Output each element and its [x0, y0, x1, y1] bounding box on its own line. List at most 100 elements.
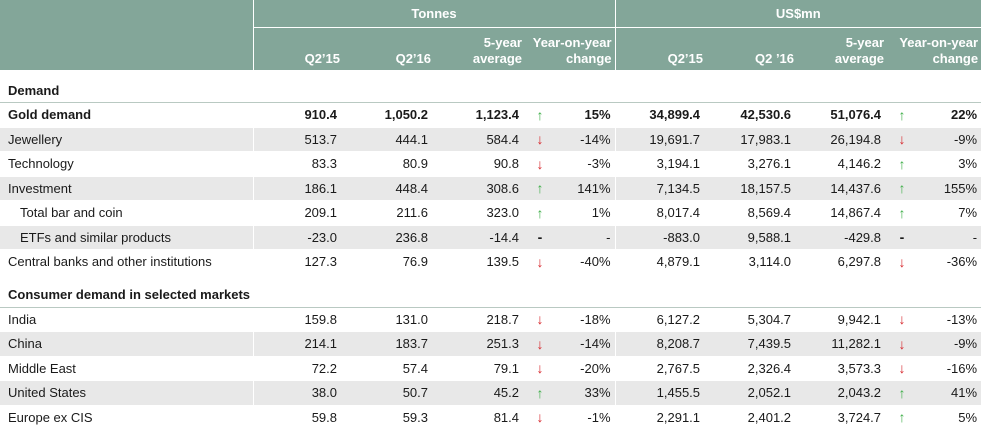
tonnes-value-cell: 214.1: [252, 331, 343, 357]
usd-value-cell: 9,942.1: [797, 307, 888, 332]
section-title: Consumer demand in selected markets: [0, 282, 981, 308]
tonnes-yoy-cell: -1%: [555, 405, 616, 430]
usd-yoy-cell: 41%: [917, 380, 981, 406]
usd-yoy-cell: -13%: [917, 307, 981, 332]
header-blank: [0, 0, 253, 28]
tonnes-value-cell: 159.8: [252, 307, 343, 332]
tonnes-value-cell: 209.1: [252, 200, 343, 226]
down-arrow-icon: ↓: [887, 127, 918, 152]
usd-value-cell: 11,282.1: [797, 331, 888, 357]
usd-value-cell: 8,017.4: [614, 200, 707, 226]
usd-yoy-cell: -36%: [917, 249, 981, 275]
tonnes-value-cell: 444.1: [343, 127, 434, 152]
row-label: Jewellery: [0, 127, 253, 152]
down-arrow-icon: ↓: [887, 249, 918, 275]
up-arrow-icon: ↑: [525, 102, 555, 128]
usd-value-cell: 4,146.2: [797, 151, 888, 177]
tonnes-yoy-cell: 33%: [555, 380, 616, 406]
usd-value-cell: 4,879.1: [614, 249, 707, 275]
usd-value-cell: 2,401.2: [706, 405, 798, 430]
tonnes-yoy-cell: 1%: [555, 200, 616, 226]
tonnes-value-cell: 38.0: [252, 380, 343, 406]
row-label: Total bar and coin: [0, 200, 253, 226]
usd-yoy-cell: -16%: [917, 356, 981, 381]
col-header-usd-5yr-avg: 5-year average: [797, 27, 888, 70]
tonnes-value-cell: 59.8: [252, 405, 343, 430]
usd-yoy-cell: -9%: [917, 127, 981, 152]
down-arrow-icon: ↓: [525, 405, 555, 430]
down-arrow-icon: ↓: [887, 356, 918, 381]
usd-value-cell: 3,573.3: [797, 356, 888, 381]
table-row: Total bar and coin 209.1 211.6 323.0 ↑ 1% 8,01…: [0, 200, 981, 226]
table-row: Jewellery 513.7 444.1 584.4 ↓ -14% 19,691.7 17,…: [0, 127, 981, 152]
tonnes-value-cell: -14.4: [434, 225, 525, 250]
table-row: Technology 83.3 80.9 90.8 ↓ -3% 3,194.1 3,276.1…: [0, 151, 981, 177]
up-arrow-icon: ↑: [887, 151, 918, 177]
tonnes-value-cell: 81.4: [434, 405, 525, 430]
gold-demand-table: Tonnes US$mn Q2’15 Q2’16 5-year average …: [0, 0, 981, 430]
row-label: India: [0, 307, 253, 332]
section-spacer: [0, 274, 981, 283]
tonnes-value-cell: 79.1: [434, 356, 525, 381]
usd-value-cell: 1,455.5: [614, 380, 707, 406]
row-label: Middle East: [0, 356, 253, 381]
usd-value-cell: 2,326.4: [706, 356, 798, 381]
usd-value-cell: 8,569.4: [706, 200, 798, 226]
table-row: China 214.1 183.7 251.3 ↓ -14% 8,208.7 7,439.5 1…: [0, 331, 981, 357]
usd-value-cell: 3,114.0: [706, 249, 798, 275]
section-header: Consumer demand in selected markets: [0, 282, 981, 308]
tonnes-value-cell: 45.2: [434, 380, 525, 406]
tonnes-value-cell: 218.7: [434, 307, 525, 332]
up-arrow-icon: ↑: [525, 176, 555, 201]
spacer-cell: [0, 70, 981, 78]
row-label: United States: [0, 380, 253, 406]
down-arrow-icon: ↓: [525, 331, 555, 357]
usd-yoy-cell: 5%: [917, 405, 981, 430]
usd-yoy-cell: -: [917, 225, 981, 250]
tonnes-value-cell: 127.3: [252, 249, 343, 275]
usd-yoy-cell: 22%: [917, 102, 981, 128]
up-arrow-icon: ↑: [887, 200, 918, 226]
section-title: Demand: [0, 78, 981, 103]
col-header-usd-q2-16: Q2 ’16: [706, 27, 798, 70]
no-change-dash: -: [887, 225, 918, 250]
table-row: Middle East 72.2 57.4 79.1 ↓ -20% 2,767.5 2,326…: [0, 356, 981, 381]
down-arrow-icon: ↓: [525, 356, 555, 381]
down-arrow-icon: ↓: [887, 331, 918, 357]
tonnes-value-cell: 50.7: [343, 380, 434, 406]
row-label: Investment: [0, 176, 253, 201]
section-header: Demand: [0, 78, 981, 103]
usd-value-cell: 14,867.4: [797, 200, 888, 226]
usd-value-cell: 2,291.1: [614, 405, 707, 430]
usd-value-cell: 3,194.1: [614, 151, 707, 177]
no-change-dash: -: [525, 225, 555, 250]
tonnes-value-cell: 308.6: [434, 176, 525, 201]
usd-value-cell: 2,052.1: [706, 380, 798, 406]
tonnes-yoy-cell: -40%: [555, 249, 616, 275]
row-label: Central banks and other institutions: [0, 249, 253, 275]
tonnes-value-cell: 183.7: [343, 331, 434, 357]
usd-value-cell: 42,530.6: [706, 102, 798, 128]
row-label: Gold demand: [0, 102, 253, 128]
tonnes-value-cell: 57.4: [343, 356, 434, 381]
usd-value-cell: 26,194.8: [797, 127, 888, 152]
col-header-usd-q2-15: Q2’15: [614, 27, 707, 70]
tonnes-value-cell: 76.9: [343, 249, 434, 275]
tonnes-value-cell: 584.4: [434, 127, 525, 152]
usd-value-cell: 2,767.5: [614, 356, 707, 381]
tonnes-value-cell: 83.3: [252, 151, 343, 177]
usd-value-cell: 17,983.1: [706, 127, 798, 152]
usd-value-cell: 51,076.4: [797, 102, 888, 128]
down-arrow-icon: ↓: [525, 307, 555, 332]
tonnes-yoy-cell: 141%: [555, 176, 616, 201]
up-arrow-icon: ↑: [525, 380, 555, 406]
spacer-cell: [0, 274, 981, 283]
tonnes-value-cell: 448.4: [343, 176, 434, 201]
usd-yoy-cell: -9%: [917, 331, 981, 357]
usd-yoy-cell: 7%: [917, 200, 981, 226]
usd-yoy-cell: 155%: [917, 176, 981, 201]
row-label: Technology: [0, 151, 253, 177]
tonnes-yoy-cell: -14%: [555, 127, 616, 152]
tonnes-yoy-cell: 15%: [555, 102, 616, 128]
usd-value-cell: 8,208.7: [614, 331, 707, 357]
